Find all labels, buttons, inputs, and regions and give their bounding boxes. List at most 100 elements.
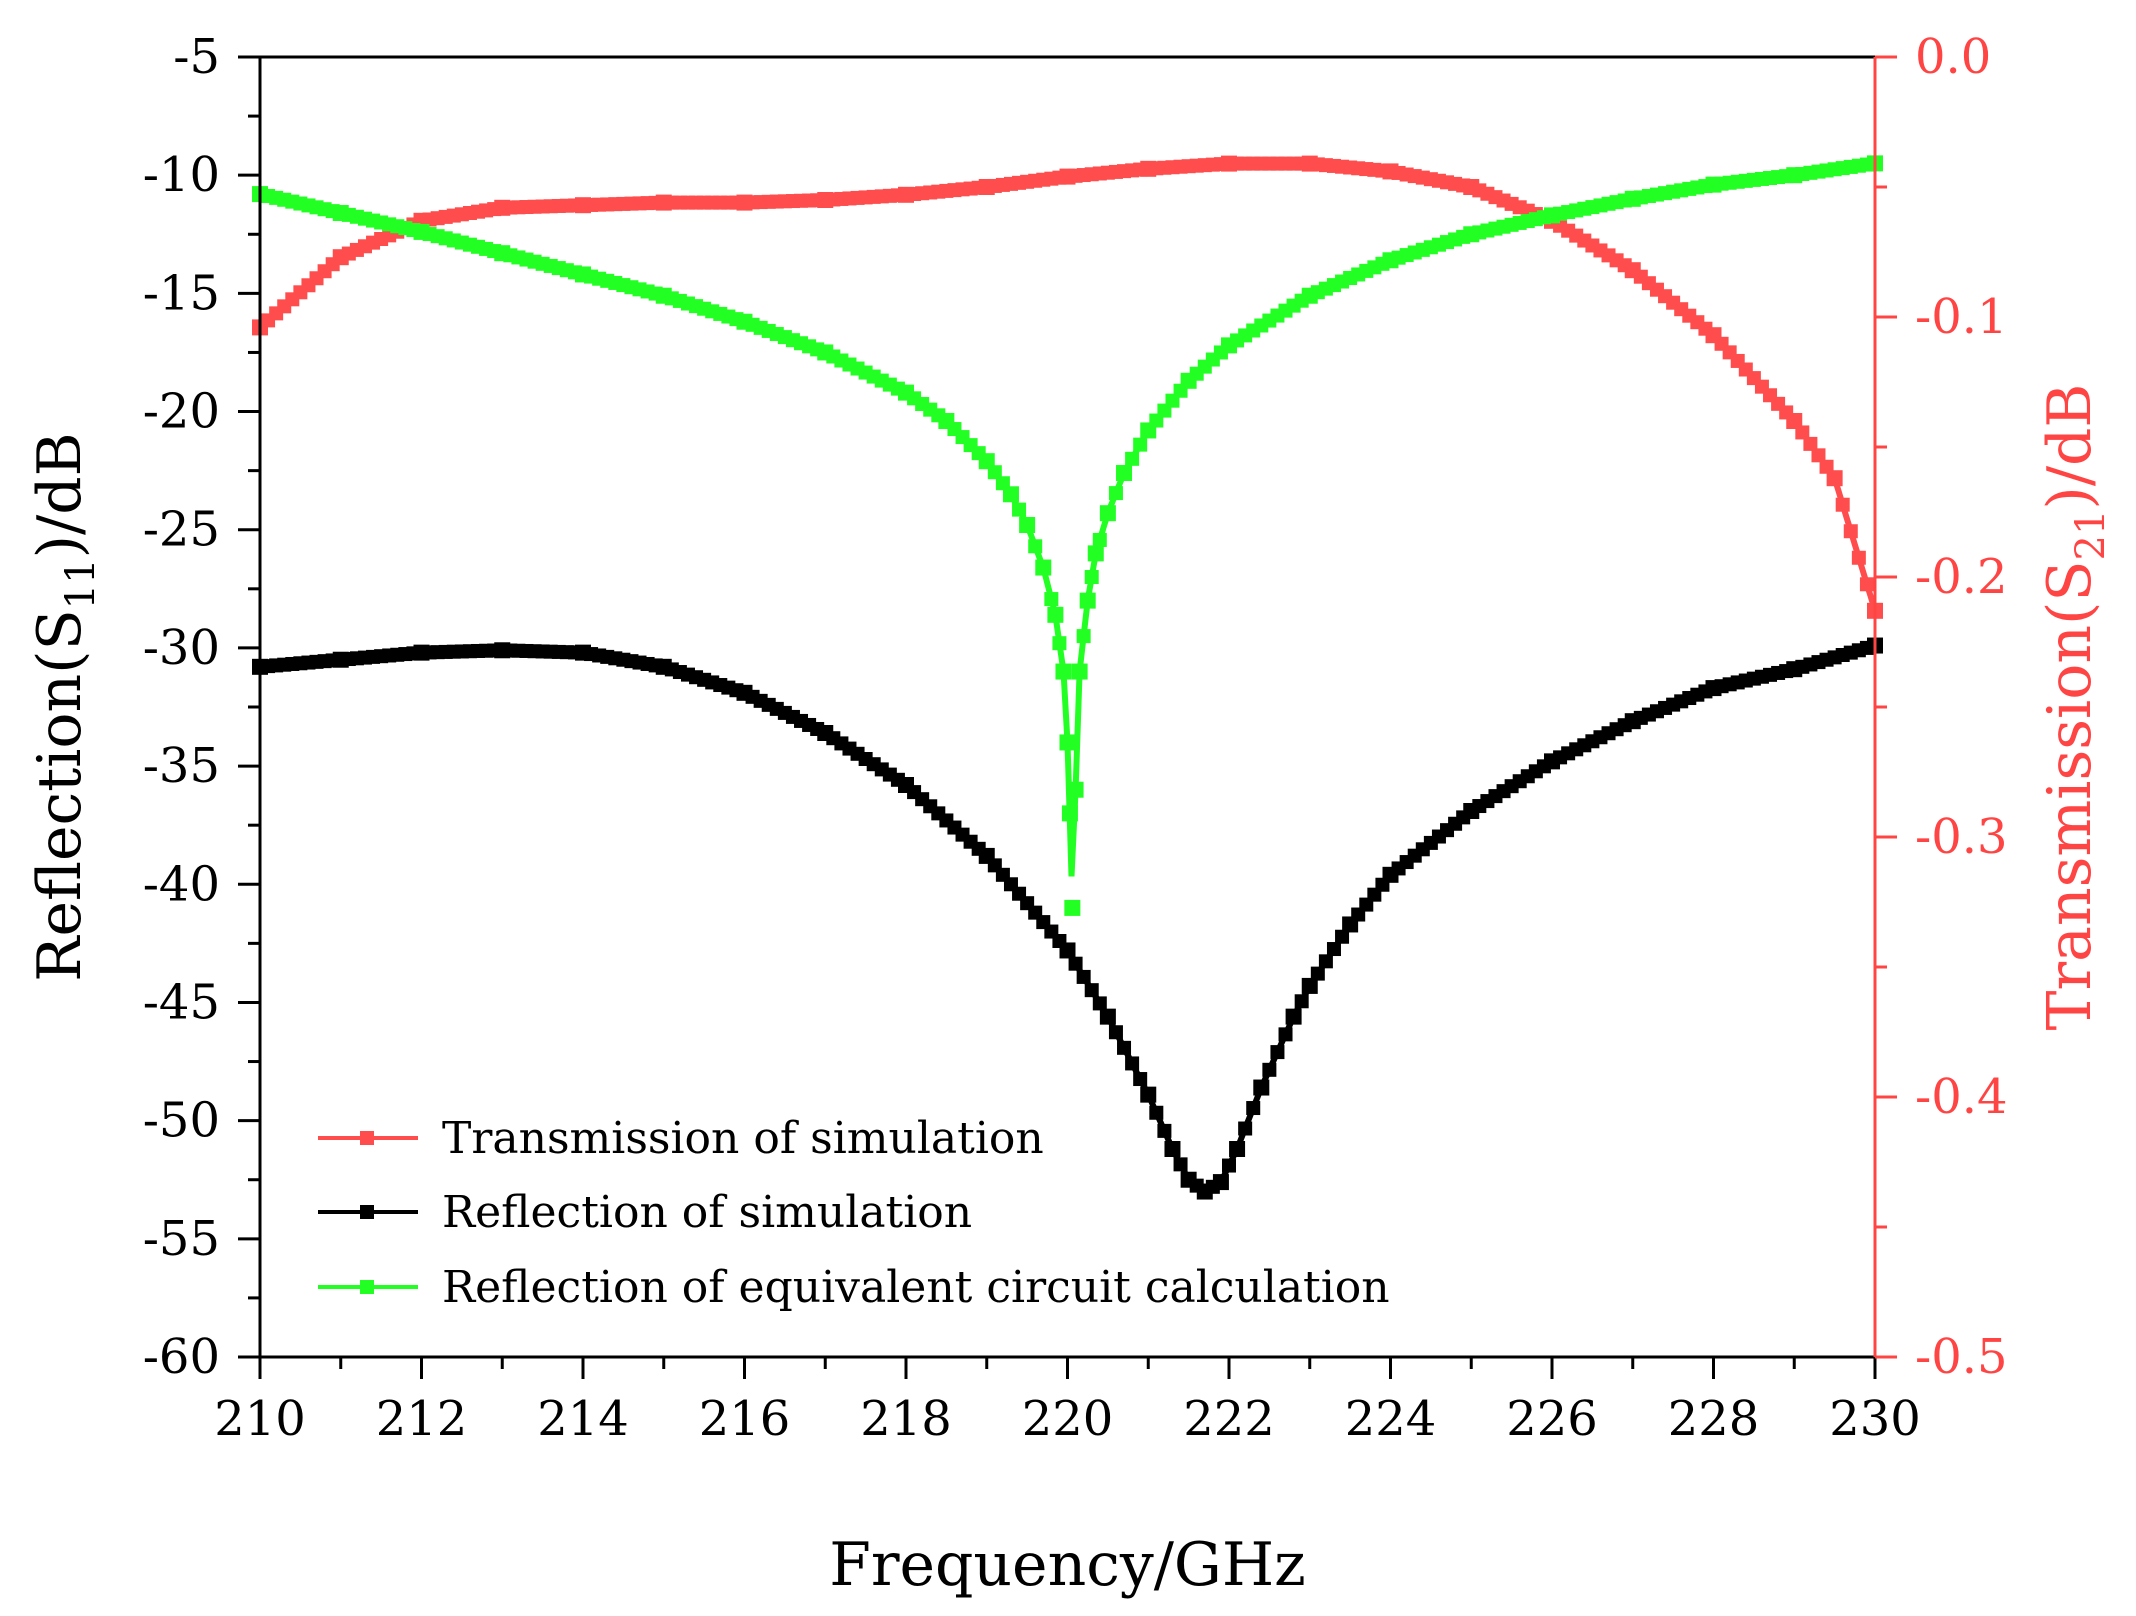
marker — [1044, 592, 1059, 607]
data-point — [1064, 899, 1081, 916]
series-1 — [252, 155, 1883, 619]
legend-swatch-marker — [360, 1280, 374, 1294]
marker — [1157, 1123, 1172, 1138]
y-left-tick-label: -15 — [143, 265, 220, 321]
marker — [1326, 942, 1341, 957]
legend-item-3: Reflection of equivalent circuit calcula… — [318, 1262, 1390, 1313]
marker — [1003, 487, 1018, 502]
marker — [1068, 782, 1083, 797]
data-point — [1047, 606, 1064, 623]
y-left-tick-label: -55 — [143, 1211, 220, 1267]
y-right-axis-title: Transmission(S21)/dB — [2035, 383, 2114, 1030]
legend: Transmission of simulation Reflection of … — [318, 1113, 1390, 1313]
marker — [1141, 1087, 1156, 1102]
marker — [1213, 1175, 1228, 1190]
y-left-tick-label: -5 — [173, 29, 220, 85]
marker — [1270, 1045, 1285, 1060]
series-3 — [252, 155, 1883, 916]
marker — [995, 476, 1010, 491]
marker — [1133, 1072, 1148, 1087]
marker — [1108, 486, 1123, 501]
marker — [1092, 996, 1107, 1011]
legend-item-2: Reflection of simulation — [318, 1187, 972, 1238]
marker — [1173, 1157, 1188, 1172]
data-point — [1071, 663, 1088, 680]
marker — [1302, 978, 1317, 993]
marker — [1278, 1027, 1293, 1042]
y-right-title-suffix: )/dB — [2035, 383, 2105, 509]
marker — [1246, 1101, 1261, 1116]
marker — [1149, 1105, 1164, 1120]
legend-label: Transmission of simulation — [442, 1113, 1044, 1164]
marker — [1318, 954, 1333, 969]
marker — [1092, 532, 1107, 547]
marker — [1262, 1062, 1277, 1077]
marker — [1803, 436, 1818, 451]
y-right-tick-label: -0.2 — [1915, 549, 2008, 605]
marker — [1286, 1009, 1301, 1024]
x-tick-label: 210 — [214, 1391, 306, 1447]
y-left-tick-label: -40 — [143, 856, 220, 912]
y-right-tick-label: 0.0 — [1915, 29, 1991, 85]
plot-series — [252, 155, 1883, 1200]
marker — [1020, 518, 1035, 532]
y-left-tick-label: -10 — [143, 147, 220, 203]
x-tick-label: 218 — [860, 1391, 952, 1447]
data-point — [1087, 545, 1104, 562]
x-tick-label: 212 — [376, 1391, 468, 1447]
marker — [1165, 1142, 1180, 1156]
marker — [1076, 969, 1091, 984]
marker — [1835, 497, 1850, 512]
marker — [1125, 451, 1140, 466]
y-right-tick-label: -0.1 — [1915, 289, 2008, 345]
marker — [1100, 506, 1115, 521]
marker — [1117, 1040, 1132, 1055]
x-axis-title: Frequency/GHz — [829, 1530, 1306, 1600]
y-left-tick-label: -50 — [143, 1093, 220, 1149]
marker — [1117, 466, 1132, 480]
marker — [1238, 1121, 1253, 1136]
marker — [1827, 471, 1842, 486]
marker — [1819, 459, 1834, 474]
legend-label: Reflection of simulation — [442, 1187, 972, 1238]
marker — [1068, 956, 1083, 971]
x-tick-label: 214 — [537, 1391, 629, 1447]
marker — [1310, 966, 1325, 981]
marker — [1811, 448, 1826, 463]
y-left-title-subscript: 11 — [58, 558, 104, 609]
data-point — [1055, 663, 1072, 680]
marker — [1060, 735, 1075, 750]
legend-label: Reflection of equivalent circuit calcula… — [442, 1262, 1390, 1313]
y-right-tick-label: -0.3 — [1915, 809, 2008, 865]
marker — [1012, 502, 1027, 517]
x-tick-label: 226 — [1506, 1391, 1598, 1447]
legend-swatch-marker — [360, 1205, 374, 1219]
x-tick-label: 228 — [1668, 1391, 1760, 1447]
data-point — [1061, 805, 1078, 822]
marker — [1787, 414, 1802, 428]
y-left-title-prefix: Reflection(S — [25, 609, 95, 981]
y-left-tick-label: -60 — [143, 1329, 220, 1385]
marker — [1084, 983, 1099, 998]
marker — [1843, 524, 1858, 539]
marker — [1052, 636, 1067, 651]
y-left-tick-label: -25 — [143, 502, 220, 558]
x-tick-label: 220 — [1022, 1391, 1114, 1447]
marker — [1060, 943, 1075, 958]
marker — [1335, 929, 1350, 944]
marker — [1254, 1080, 1269, 1095]
y-left-tick-label: -45 — [143, 974, 220, 1030]
marker — [1108, 1025, 1123, 1040]
marker — [987, 465, 1002, 480]
marker — [1859, 577, 1874, 592]
x-tick-label: 216 — [699, 1391, 791, 1447]
axes: 210 212 214 216 218 220 222 224 226 228 230 -5 -10 -1… — [25, 29, 2114, 1600]
marker — [1125, 1056, 1140, 1071]
legend-item-1: Transmission of simulation — [318, 1113, 1044, 1164]
marker — [1076, 629, 1091, 644]
x-tick-label: 224 — [1345, 1391, 1437, 1447]
data-point — [1079, 592, 1096, 609]
y-left-title-suffix: )/dB — [25, 432, 95, 558]
y-left-axis-title: Reflection(S11)/dB — [25, 432, 104, 981]
